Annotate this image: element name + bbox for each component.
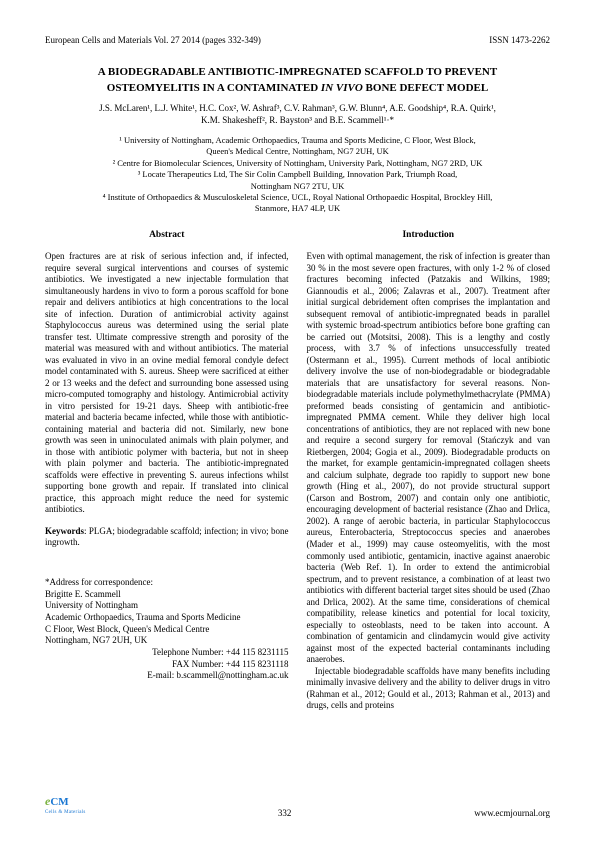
journal-logo: eCM Cells & Materials bbox=[45, 794, 95, 820]
page-footer: eCM Cells & Materials 332 www.ecmjournal… bbox=[45, 794, 550, 820]
keywords: Keywords: PLGA; biodegradable scaffold; … bbox=[45, 526, 289, 549]
correspondence-inst: University of Nottingham bbox=[45, 600, 289, 612]
introduction-heading: Introduction bbox=[307, 229, 551, 241]
affiliations: ¹ University of Nottingham, Academic Ort… bbox=[45, 135, 550, 215]
correspondence-fax: FAX Number: +44 115 8231118 bbox=[45, 659, 289, 671]
right-column: Introduction Even with optimal managemen… bbox=[307, 229, 551, 712]
journal-header: European Cells and Materials Vol. 27 201… bbox=[45, 35, 550, 47]
authors-line2: K.M. Shakesheff², R. Bayston³ and B.E. S… bbox=[45, 115, 550, 127]
introduction-para2: Injectable biodegradable scaffolds have … bbox=[307, 666, 551, 712]
abstract-heading: Abstract bbox=[45, 229, 289, 241]
correspondence-email: E-mail: b.scammell@nottingham.ac.uk bbox=[45, 670, 289, 682]
page-number: 332 bbox=[95, 808, 474, 820]
correspondence-tel: Telephone Number: +44 115 8231115 bbox=[45, 647, 289, 659]
article-title-line1: A BIODEGRADABLE ANTIBIOTIC-IMPREGNATED S… bbox=[45, 65, 550, 79]
correspondence-dept: Academic Orthopaedics, Trauma and Sports… bbox=[45, 612, 289, 624]
correspondence-star: *Address for correspondence: bbox=[45, 577, 289, 589]
article-title-line2: OSTEOMYELITIS IN A CONTAMINATED IN VIVO … bbox=[45, 81, 550, 95]
left-column: Abstract Open fractures are at risk of s… bbox=[45, 229, 289, 712]
issn: ISSN 1473-2262 bbox=[489, 35, 550, 47]
journal-url: www.ecmjournal.org bbox=[474, 808, 550, 820]
correspondence-addr2: Nottingham, NG7 2UH, UK bbox=[45, 635, 289, 647]
introduction-body: Even with optimal management, the risk o… bbox=[307, 251, 551, 666]
abstract-body: Open fractures are at risk of serious in… bbox=[45, 251, 289, 516]
correspondence-name: Brigitte E. Scammell bbox=[45, 589, 289, 601]
authors: J.S. McLaren¹, L.J. White¹, H.C. Cox², W… bbox=[45, 103, 550, 126]
correspondence-addr1: C Floor, West Block, Queen's Medical Cen… bbox=[45, 624, 289, 636]
authors-line1: J.S. McLaren¹, L.J. White¹, H.C. Cox², W… bbox=[45, 103, 550, 115]
logo-subtitle: Cells & Materials bbox=[45, 810, 95, 817]
content-columns: Abstract Open fractures are at risk of s… bbox=[45, 229, 550, 712]
logo-cm-text: CM bbox=[50, 796, 68, 808]
correspondence-block: *Address for correspondence: Brigitte E.… bbox=[45, 577, 289, 682]
keywords-label: Keywords bbox=[45, 526, 84, 536]
journal-citation: European Cells and Materials Vol. 27 201… bbox=[45, 35, 261, 47]
